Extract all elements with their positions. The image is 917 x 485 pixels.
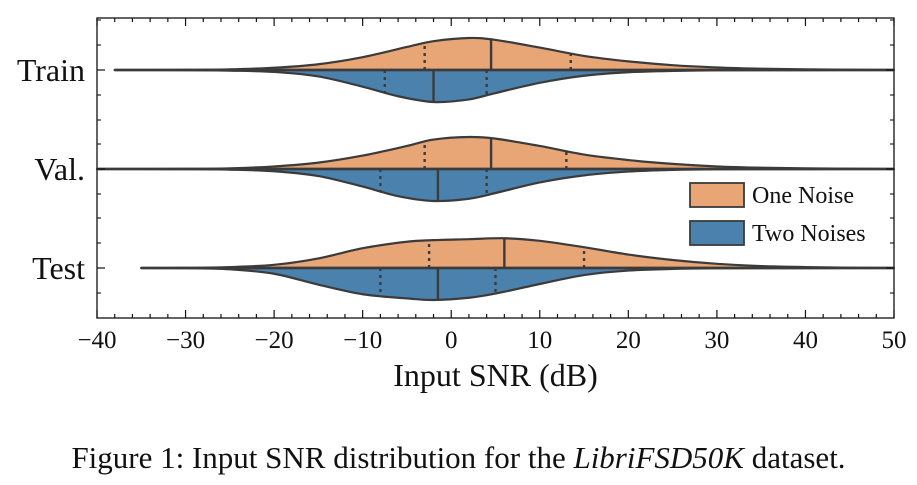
x-tick-label: 10 [527, 327, 552, 354]
x-axis-label: Input SNR (dB) [393, 357, 597, 393]
violin-two-noises-train [113, 68, 896, 104]
y-tick-label: Test [32, 250, 85, 286]
x-tick-label: −40 [77, 327, 116, 354]
violin-one-noise-val [95, 135, 896, 171]
y-tick-label: Val. [34, 151, 85, 187]
x-tick-label: 50 [882, 327, 907, 354]
violin-two-noises-test [140, 266, 896, 302]
legend: One Noise Two Noises [689, 182, 866, 247]
caption-suffix: dataset. [743, 440, 846, 475]
x-tick-label: 30 [704, 327, 729, 354]
legend-swatch-two-noises [689, 220, 745, 246]
violin-one-noise-train [113, 36, 896, 72]
x-tick-label: 40 [793, 327, 818, 354]
y-tick-label: Train [17, 52, 85, 88]
caption-dataset-name: LibriFSD50K [573, 440, 744, 475]
x-tick-label: −20 [255, 327, 294, 354]
plot-area: −40 −30 −20 −10 0 10 20 30 40 50 Train Val. Test Inpu… [17, 17, 907, 393]
x-tick-label: 0 [445, 327, 458, 354]
x-tick-label: −10 [343, 327, 382, 354]
legend-label-two-noises: Two Noises [752, 221, 866, 247]
legend-swatch-one-noise [689, 182, 745, 208]
x-tick-label: −30 [166, 327, 205, 354]
figure-caption: Figure 1: Input SNR distribution for the… [0, 440, 917, 476]
legend-label-one-noise: One Noise [752, 183, 854, 209]
caption-prefix: Figure 1: Input SNR distribution for the [71, 440, 574, 475]
x-tick-label: 20 [616, 327, 641, 354]
